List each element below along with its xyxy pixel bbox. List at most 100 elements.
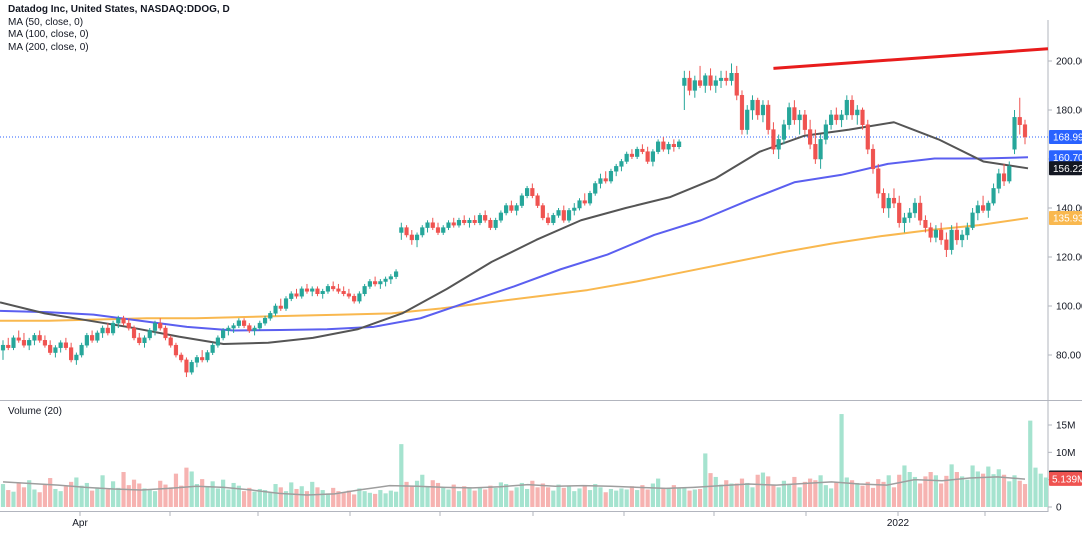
volume-bar (587, 490, 593, 507)
volume-bar (750, 487, 755, 507)
candle-body (79, 344, 84, 356)
candle-body (310, 288, 315, 292)
volume-bar (666, 488, 671, 507)
volume-bar (367, 492, 372, 507)
volume-bar (870, 487, 876, 507)
volume-tag-label: 5.139M (1052, 474, 1082, 485)
candle-body (163, 327, 168, 339)
volume-bar (315, 487, 320, 507)
volume-bar (320, 490, 325, 507)
candle-body (215, 337, 220, 346)
volume-bar (331, 487, 336, 507)
candle-body (105, 327, 110, 334)
candle-body (257, 322, 262, 329)
volume-bar (797, 487, 802, 507)
candle-body (614, 166, 619, 172)
volume-bar (467, 488, 472, 507)
volume-bar (173, 473, 179, 507)
volume-bar (813, 480, 818, 507)
volume-bar (84, 482, 89, 507)
volume-bar (483, 489, 488, 507)
candle-body (928, 227, 933, 238)
candle-body (304, 288, 310, 292)
candle-body (299, 288, 304, 297)
volume-bar (472, 490, 477, 507)
volume-bar (42, 484, 48, 507)
volume-bar (975, 471, 980, 507)
volume-legend: Volume (20) (8, 406, 62, 417)
volume-bar (21, 487, 27, 507)
candle-body (121, 318, 126, 324)
price-tag-label: 160.70 (1053, 153, 1082, 164)
volume-bar (58, 491, 63, 507)
candle-body (1001, 173, 1007, 182)
volume-bar (860, 485, 865, 507)
volume-bar (210, 481, 215, 507)
candle-body (970, 212, 975, 228)
volume-bar (776, 487, 781, 507)
candle-body (462, 220, 467, 223)
volume-bar (954, 472, 959, 507)
volume-bar (724, 480, 729, 507)
candle-body (525, 188, 530, 196)
volume-bar (598, 487, 603, 507)
time-label-apr: Apr (72, 518, 88, 529)
volume-bar (74, 477, 79, 507)
candle-body (456, 220, 462, 226)
volume-bar (897, 474, 902, 507)
candle-body (776, 139, 781, 150)
price-tag (1049, 161, 1082, 176)
volume-bar (341, 492, 346, 507)
volume-bar (1033, 467, 1038, 507)
candle-body (242, 320, 247, 326)
volume-bar (441, 487, 446, 507)
volume-bar (1043, 477, 1049, 507)
candle-body (939, 229, 944, 241)
candle-body (1022, 124, 1028, 138)
candle-body (766, 104, 771, 130)
volume-bar (32, 489, 37, 507)
price-tick-label: 140.00 (1056, 204, 1082, 215)
candle-body (923, 220, 928, 228)
candle-body (378, 281, 383, 285)
candle-body (90, 335, 95, 341)
volume-bar (0, 484, 6, 507)
candle-body (818, 139, 823, 160)
volume-bar (79, 485, 84, 507)
volume-bar (451, 484, 456, 507)
candle-body (278, 305, 283, 309)
volume-bar (923, 476, 928, 507)
candle-body (587, 193, 593, 204)
volume-bar (603, 492, 608, 507)
volume-bar (844, 477, 849, 507)
volume-bar (661, 487, 666, 507)
volume-bar (304, 491, 310, 507)
volume-bar (582, 485, 587, 507)
candle-body (703, 75, 708, 86)
candle-body (226, 327, 231, 331)
candle-body (315, 288, 320, 295)
volume-bar (933, 475, 938, 507)
volume-bar (221, 479, 226, 507)
ma200-line (0, 216, 1029, 322)
volume-bar (388, 490, 393, 507)
volume-bar (357, 488, 362, 507)
price-tick-label: 180.00 (1056, 106, 1082, 117)
volume-bar (745, 482, 750, 507)
candle-body (352, 295, 357, 302)
volume-bar (676, 487, 682, 507)
candle-body (467, 220, 472, 223)
price-tick-label: 120.00 (1056, 253, 1082, 264)
candle-body (331, 286, 336, 290)
candle-body (131, 327, 137, 339)
volume-bar (739, 478, 745, 507)
volume-bar (839, 414, 844, 507)
volume-bar (849, 480, 855, 507)
candle-body (986, 202, 991, 211)
volume-bar (886, 475, 891, 507)
candle-body (1017, 117, 1022, 125)
price-tag-label: 156.22 (1053, 164, 1082, 175)
candle-body (666, 144, 671, 150)
volume-bar (231, 482, 236, 507)
